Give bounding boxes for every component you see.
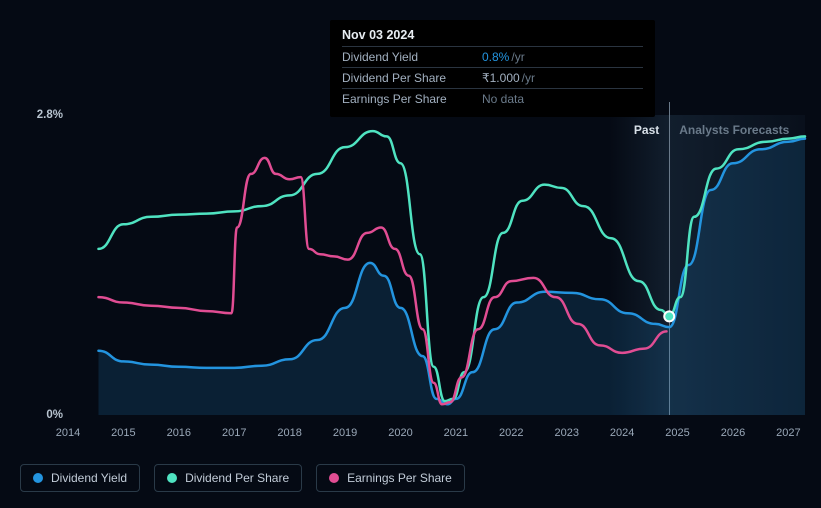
legend-item-earnings_per_share[interactable]: Earnings Per Share: [316, 464, 465, 492]
chart-lines: [68, 115, 805, 415]
x-axis-tick: 2025: [665, 427, 689, 439]
region-label-past: Past: [634, 123, 659, 137]
plot-area[interactable]: Past Analysts Forecasts 2014201520162017…: [68, 115, 805, 415]
region-label-forecast: Analysts Forecasts: [679, 123, 789, 137]
tooltip-key: Dividend Yield: [342, 50, 482, 64]
tooltip-key: Earnings Per Share: [342, 92, 482, 106]
y-axis-tick: 0%: [46, 409, 63, 421]
x-axis-tick: 2020: [388, 427, 412, 439]
x-axis-tick: 2017: [222, 427, 246, 439]
tooltip-row: Dividend Yield0.8%/yr: [342, 46, 643, 67]
tooltip-value: 0.8%: [482, 50, 509, 64]
chart-tooltip: Nov 03 2024 Dividend Yield0.8%/yrDividen…: [330, 20, 655, 117]
tooltip-row: Dividend Per Share₹1.000/yr: [342, 67, 643, 88]
x-axis-tick: 2026: [721, 427, 745, 439]
tooltip-key: Dividend Per Share: [342, 71, 482, 85]
x-axis-tick: 2018: [277, 427, 301, 439]
x-axis-tick: 2021: [444, 427, 468, 439]
current-marker: [664, 311, 674, 321]
legend-label: Earnings Per Share: [347, 471, 452, 485]
legend-swatch: [33, 473, 43, 483]
x-axis-tick: 2016: [167, 427, 191, 439]
x-axis-tick: 2019: [333, 427, 357, 439]
tooltip-date: Nov 03 2024: [342, 28, 643, 42]
area-fill: [98, 139, 805, 415]
tooltip-row: Earnings Per ShareNo data: [342, 88, 643, 109]
tooltip-unit: /yr: [522, 71, 535, 85]
tooltip-unit: /yr: [511, 50, 524, 64]
x-axis-tick: 2014: [56, 427, 80, 439]
legend-label: Dividend Yield: [51, 471, 127, 485]
legend-swatch: [329, 473, 339, 483]
x-axis-tick: 2023: [554, 427, 578, 439]
x-axis-tick: 2022: [499, 427, 523, 439]
tooltip-value: ₹1.000: [482, 71, 520, 85]
x-axis-tick: 2015: [111, 427, 135, 439]
dividend-chart: Past Analysts Forecasts 2014201520162017…: [20, 115, 805, 415]
y-axis-tick: 2.8%: [37, 109, 63, 121]
x-axis-tick: 2024: [610, 427, 634, 439]
legend-swatch: [167, 473, 177, 483]
tooltip-value: No data: [482, 92, 524, 106]
legend-item-dividend_per_share[interactable]: Dividend Per Share: [154, 464, 302, 492]
legend-item-dividend_yield[interactable]: Dividend Yield: [20, 464, 140, 492]
x-axis-tick: 2027: [776, 427, 800, 439]
legend-label: Dividend Per Share: [185, 471, 289, 485]
chart-legend: Dividend Yield Dividend Per Share Earnings…: [20, 464, 465, 492]
